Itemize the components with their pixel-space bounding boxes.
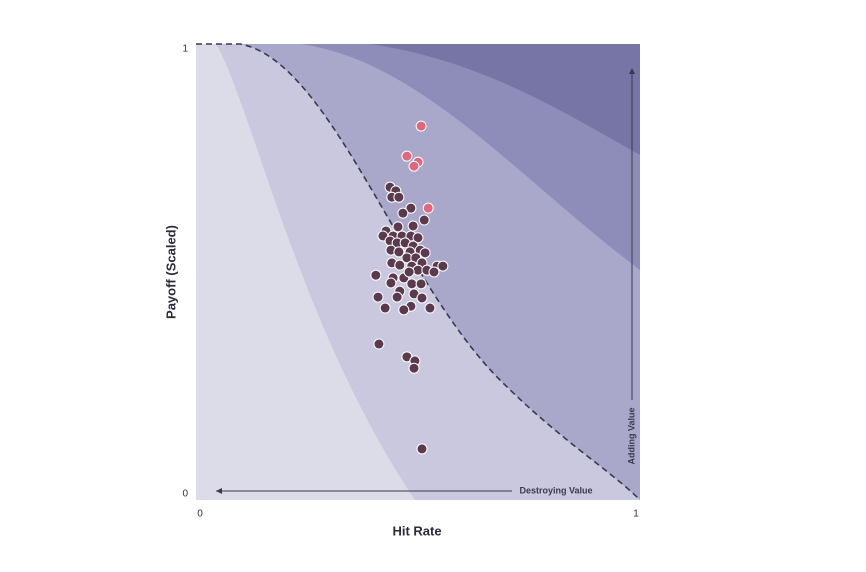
point xyxy=(392,221,404,233)
point xyxy=(370,269,382,281)
point xyxy=(405,202,417,214)
region xyxy=(196,44,415,500)
point xyxy=(373,338,385,350)
point xyxy=(379,302,391,314)
point xyxy=(416,292,428,304)
point xyxy=(398,304,410,316)
point xyxy=(372,291,384,303)
point xyxy=(418,214,430,226)
point xyxy=(393,191,405,203)
y-axis-title: Payoff (Scaled) xyxy=(163,225,178,319)
point xyxy=(419,247,431,259)
y-tick-label: 1 xyxy=(182,44,188,55)
arrow-head xyxy=(216,488,222,494)
annotation: Destroying Value xyxy=(519,485,592,495)
x-tick-label: 0 xyxy=(197,509,203,520)
point xyxy=(408,362,420,374)
point xyxy=(385,277,397,289)
annotation: Adding Value xyxy=(626,407,636,464)
point xyxy=(415,278,427,290)
point xyxy=(412,232,424,244)
point xyxy=(422,202,434,214)
point xyxy=(393,246,405,258)
point xyxy=(437,260,449,272)
point xyxy=(403,266,415,278)
point xyxy=(416,443,428,455)
point xyxy=(415,120,427,132)
y-tick-label: 0 xyxy=(182,489,188,500)
point xyxy=(401,150,413,162)
arrow-head xyxy=(629,68,635,74)
point xyxy=(407,220,419,232)
point xyxy=(397,207,409,219)
point xyxy=(406,278,418,290)
x-axis-title: Hit Rate xyxy=(392,523,441,538)
point xyxy=(428,266,440,278)
point xyxy=(408,160,420,172)
point xyxy=(394,259,406,271)
x-tick-label: 1 xyxy=(633,509,639,520)
annotation-arrows xyxy=(216,68,635,494)
break-even-curve xyxy=(196,43,641,501)
point xyxy=(391,291,403,303)
point xyxy=(424,302,436,314)
